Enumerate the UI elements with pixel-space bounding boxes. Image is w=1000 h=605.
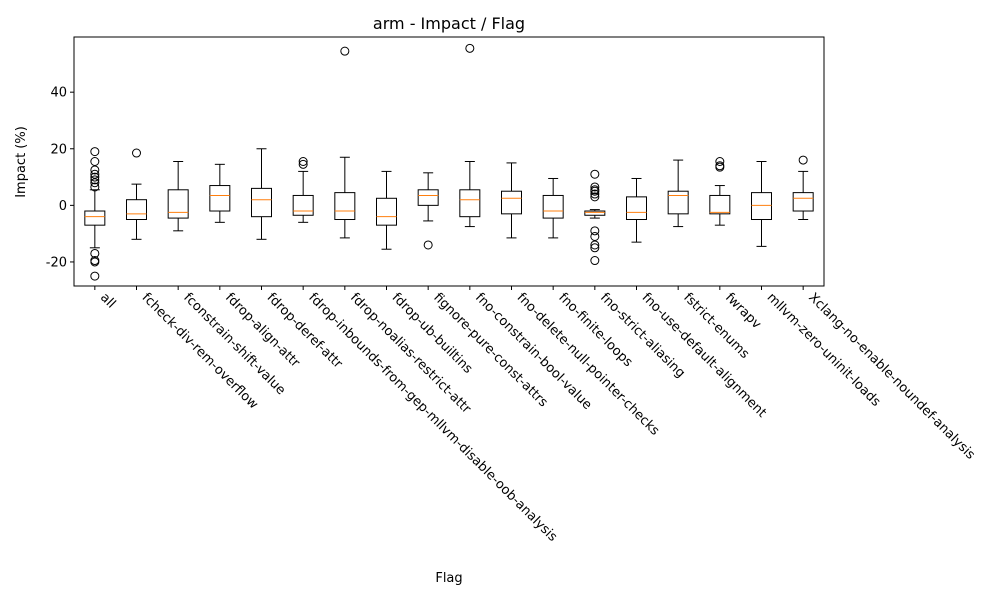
x-tick-label: fno-finite-loops <box>555 290 635 370</box>
outlier-point <box>90 257 100 267</box>
iqr-box <box>292 194 314 216</box>
outlier-point <box>90 178 100 188</box>
outlier-point <box>340 46 350 56</box>
box-fno-delete-null-pointer-checks <box>501 162 522 239</box>
iqr-box <box>209 185 231 212</box>
iqr-box <box>126 199 147 221</box>
outlier-point <box>590 256 600 266</box>
box-fstrict-enums <box>667 159 689 228</box>
box-fno-constrain-bool-value <box>459 43 481 228</box>
iqr-box <box>709 194 731 215</box>
box-fno-finite-loops <box>542 177 564 239</box>
box-fno-strict-aliasing <box>584 169 606 266</box>
box-fdrop-align-attr <box>209 163 231 223</box>
box-fdrop-inbounds-from-gep-mllvm-disable-oob-analysis <box>292 157 314 223</box>
box-fdrop-ub-builtins <box>376 170 397 250</box>
outlier-point <box>423 240 433 250</box>
chart-title: arm - Impact / Flag <box>373 14 525 33</box>
iqr-box <box>542 194 564 219</box>
box-mllvm-zero-uninit-loads <box>751 161 772 247</box>
y-axis-label: Impact (%) <box>14 126 29 198</box>
outlier-point <box>90 147 100 157</box>
y-tick-label: 0 <box>59 199 67 214</box>
outlier-point <box>90 175 100 185</box>
iqr-box <box>376 197 397 226</box>
outlier-point <box>590 231 600 241</box>
iqr-box <box>417 189 439 206</box>
x-tick-label: all <box>97 290 118 311</box>
x-axis-label: Flag <box>435 571 462 586</box>
iqr-box <box>751 192 772 221</box>
outlier-point <box>90 172 100 182</box>
outlier-point <box>798 155 808 165</box>
iqr-box <box>584 210 606 216</box>
outlier-point <box>590 226 600 236</box>
x-tick-label: fwrapv <box>722 290 764 332</box>
outlier-point <box>590 182 600 192</box>
outlier-point <box>90 165 100 175</box>
outlier-point <box>715 162 725 172</box>
x-tick-label: Xclang-no-enable-noundef-analysis <box>805 290 978 463</box>
iqr-box <box>251 187 272 218</box>
iqr-box <box>501 190 522 215</box>
box-fdrop-noalias-restrict-attr <box>334 46 356 239</box>
x-tick-label: fdrop-align-attr <box>222 290 303 371</box>
outlier-point <box>90 182 100 192</box>
outlier-point <box>715 157 725 166</box>
outlier-point <box>590 169 600 179</box>
outlier-point <box>90 157 100 166</box>
iqr-box <box>334 192 356 221</box>
iqr-box <box>84 210 106 226</box>
iqr-box <box>167 189 189 219</box>
box-fconstrain-shift-value <box>167 161 189 232</box>
box-Xclang-no-enable-noundef-analysis <box>792 155 814 221</box>
outlier-point <box>590 240 600 250</box>
iqr-box <box>792 192 814 212</box>
outlier-point <box>590 192 600 202</box>
outlier-point <box>298 157 308 166</box>
y-tick-label: -20 <box>46 255 67 270</box>
outlier-point <box>132 148 141 158</box>
iqr-box <box>459 189 481 218</box>
outlier-point <box>298 159 308 169</box>
box-fcheck-div-rem-overflow <box>126 148 147 240</box>
outlier-point <box>590 189 600 199</box>
box-fwrapv <box>709 157 731 226</box>
axes-frame <box>73 36 825 287</box>
y-tick-label: 40 <box>50 86 67 101</box>
box-all <box>84 147 106 281</box>
outlier-point <box>465 43 475 53</box>
x-tick-label: fdrop-deref-attr <box>264 290 346 372</box>
outlier-point <box>90 271 100 281</box>
box-fdrop-deref-attr <box>251 148 272 240</box>
outlier-point <box>590 243 600 253</box>
y-tick-label: 20 <box>50 142 67 157</box>
iqr-box <box>626 196 647 221</box>
iqr-box <box>667 190 689 215</box>
outlier-point <box>590 186 600 196</box>
box-fignore-pure-const-attrs <box>417 172 439 250</box>
box-fno-use-default-alignment <box>626 177 647 243</box>
